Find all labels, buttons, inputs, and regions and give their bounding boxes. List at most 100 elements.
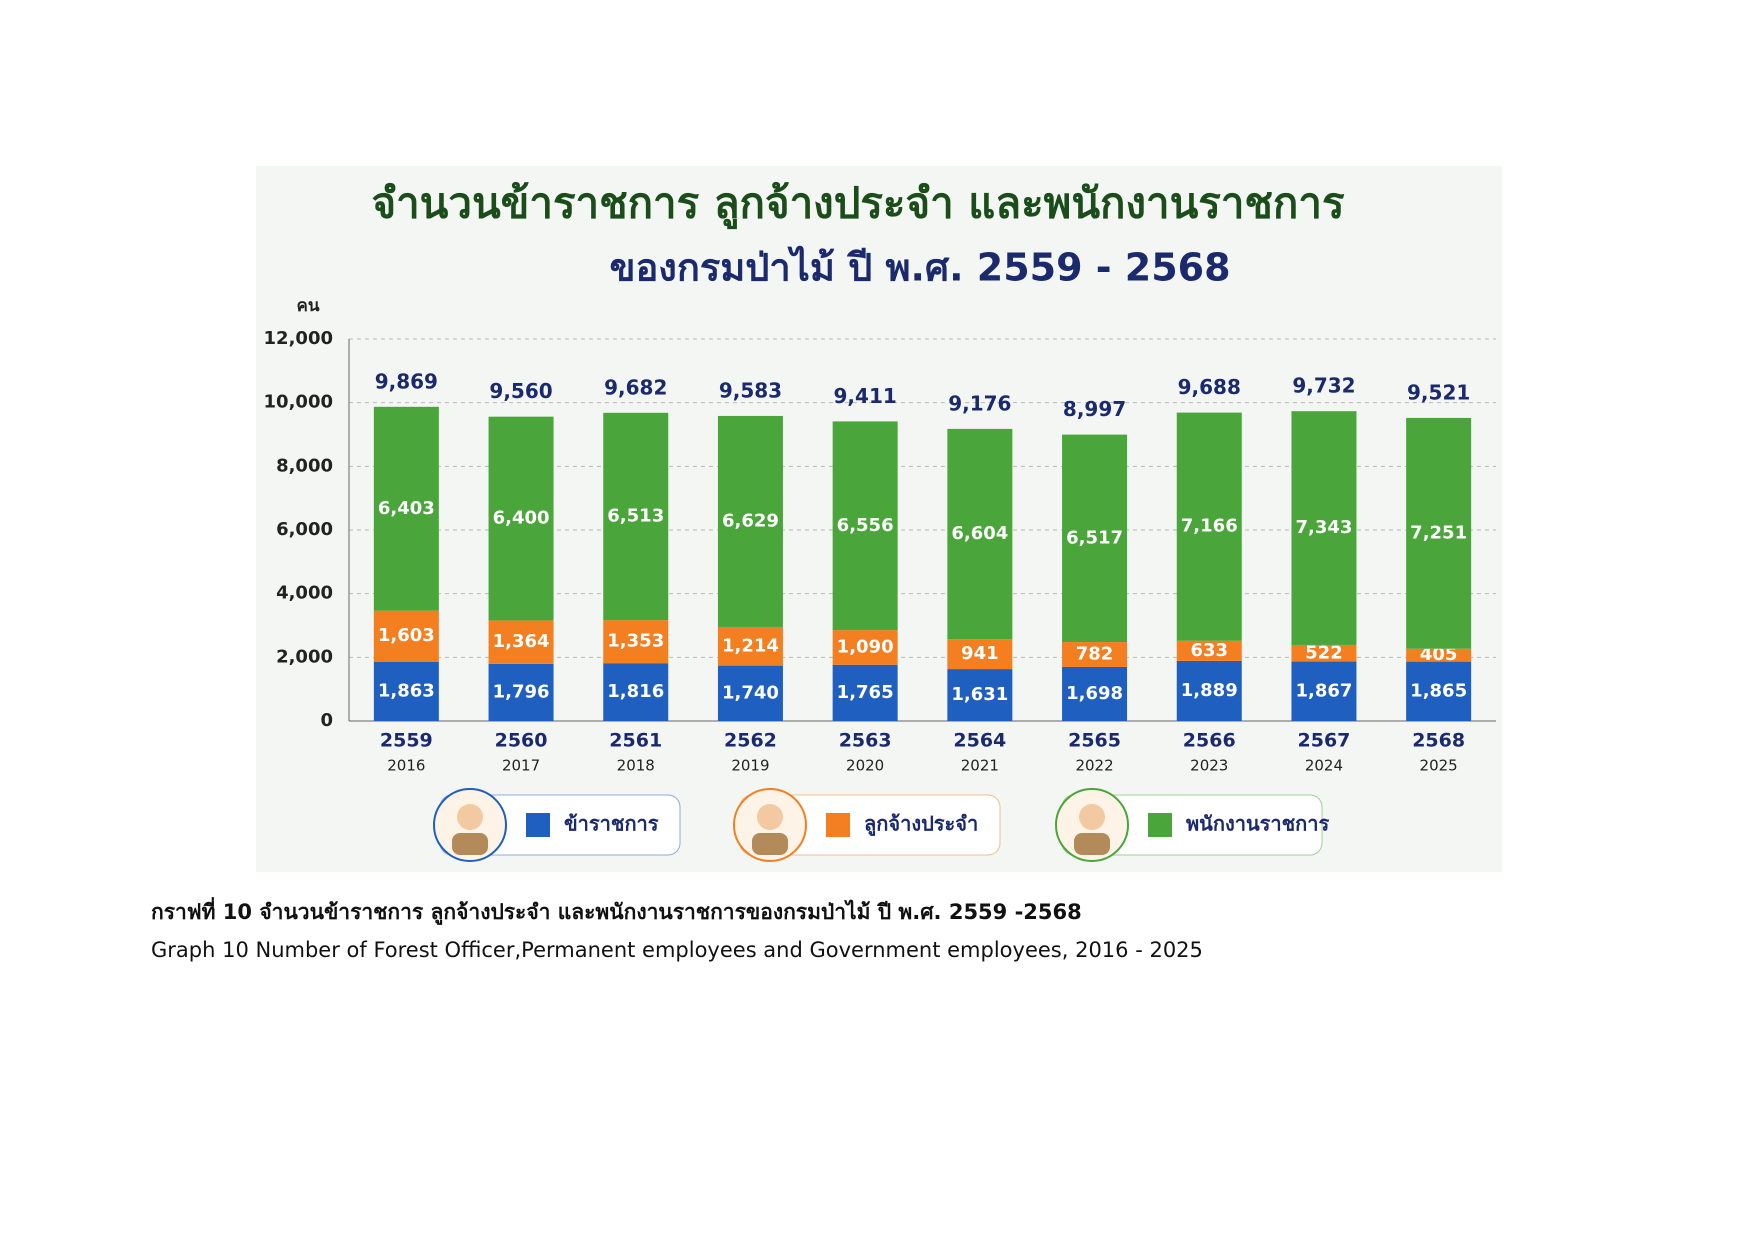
- bar-segment: [1062, 666, 1128, 721]
- avatar-head: [757, 804, 783, 830]
- bar-segment: [1406, 417, 1472, 649]
- bar-segment: [603, 620, 669, 664]
- legend-label: ข้าราชการ: [564, 812, 659, 836]
- y-tick-label: 12,000: [264, 328, 333, 349]
- x-tick-label-ad: 2024: [1305, 757, 1343, 775]
- value-label: 1,631: [951, 684, 1008, 705]
- value-label: 1,816: [607, 681, 664, 702]
- bar-segment: [947, 428, 1013, 640]
- y-tick-label: 8,000: [276, 455, 333, 476]
- value-label: 633: [1190, 640, 1228, 661]
- bar-segment: [373, 661, 439, 721]
- chart-title: จำนวนข้าราชการ ลูกจ้างประจำ และพนักงานรา…: [371, 179, 1344, 230]
- value-label: 6,513: [607, 505, 664, 526]
- caption-english: Graph 10 Number of Forest Officer,Perman…: [151, 938, 1203, 962]
- total-label: 9,176: [948, 391, 1011, 415]
- value-label: 6,517: [1066, 527, 1123, 548]
- chart: จำนวนข้าราชการ ลูกจ้างประจำ และพนักงานรา…: [256, 166, 1502, 872]
- value-label: 1,698: [1066, 683, 1123, 704]
- value-label: 6,629: [722, 510, 779, 531]
- bar-segment: [373, 406, 439, 611]
- avatar-head: [457, 804, 483, 830]
- value-label: 522: [1305, 642, 1343, 663]
- bar-segment: [603, 663, 669, 721]
- x-tick-label-ad: 2020: [846, 757, 884, 775]
- avatar-body: [1074, 833, 1110, 855]
- bar-segment: [947, 639, 1013, 670]
- bar-segment: [1062, 434, 1128, 643]
- bar-segment: [832, 664, 898, 721]
- bar-segment: [1406, 648, 1472, 662]
- x-tick-label: 2563: [839, 730, 892, 752]
- total-label: 9,521: [1407, 380, 1470, 404]
- x-tick-label: 2566: [1183, 730, 1236, 752]
- value-label: 782: [1076, 644, 1114, 665]
- value-label: 1,865: [1410, 680, 1467, 701]
- x-tick-label-ad: 2017: [502, 757, 540, 775]
- value-label: 1,364: [493, 631, 550, 652]
- x-tick-label-ad: 2019: [731, 757, 769, 775]
- value-label: 7,251: [1410, 522, 1467, 543]
- value-label: 6,604: [951, 523, 1008, 544]
- avatar-head: [1079, 804, 1105, 830]
- x-tick-label: 2568: [1412, 730, 1465, 752]
- chart-subtitle: ของกรมป่าไม้ ปี พ.ศ. 2559 - 2568: [609, 246, 1230, 290]
- x-tick-label-ad: 2023: [1190, 757, 1228, 775]
- value-label: 6,556: [837, 515, 894, 536]
- bar-segment: [488, 620, 554, 664]
- value-label: 1,214: [722, 635, 779, 656]
- value-label: 1,796: [493, 681, 550, 702]
- bar-segment: [373, 610, 439, 662]
- x-tick-label: 2561: [609, 730, 662, 752]
- value-label: 1,863: [378, 680, 435, 701]
- bar-segment: [488, 416, 554, 621]
- value-label: 1,740: [722, 682, 779, 703]
- x-tick-label: 2564: [953, 730, 1006, 752]
- bar-segment: [1291, 661, 1357, 721]
- bar-segment: [832, 630, 898, 665]
- y-tick-label: 0: [320, 710, 333, 731]
- legend-swatch: [526, 813, 550, 837]
- value-label: 1,889: [1181, 680, 1238, 701]
- x-tick-label: 2567: [1298, 730, 1351, 752]
- avatar-body: [752, 833, 788, 855]
- x-tick-label-ad: 2018: [617, 757, 655, 775]
- caption-thai: กราฟที่ 10 จำนวนข้าราชการ ลูกจ้างประจำ แ…: [151, 900, 1082, 924]
- bar-segment: [717, 415, 783, 627]
- value-label: 7,343: [1295, 517, 1352, 538]
- x-tick-label: 2565: [1068, 730, 1121, 752]
- value-label: 6,400: [493, 508, 550, 529]
- y-axis-label: คน: [297, 296, 320, 316]
- value-label: 1,867: [1295, 680, 1352, 701]
- total-label: 9,732: [1292, 374, 1355, 398]
- value-label: 1,090: [837, 636, 894, 657]
- bar-segment: [1062, 642, 1128, 667]
- x-tick-label: 2559: [380, 730, 433, 752]
- bar-segment: [488, 663, 554, 721]
- y-tick-label: 6,000: [276, 519, 333, 540]
- value-label: 7,166: [1181, 516, 1238, 537]
- value-label: 941: [961, 643, 999, 664]
- total-label: 9,411: [834, 384, 897, 408]
- value-label: 405: [1420, 644, 1458, 665]
- bar-segment: [1291, 644, 1357, 662]
- bar-segment: [1176, 412, 1242, 641]
- x-tick-label-ad: 2016: [387, 757, 425, 775]
- value-label: 6,403: [378, 498, 435, 519]
- total-label: 9,682: [604, 375, 667, 399]
- x-tick-label: 2562: [724, 730, 777, 752]
- y-tick-label: 10,000: [264, 392, 333, 413]
- legend-label: พนักงานราชการ: [1186, 812, 1330, 836]
- bar-segment: [603, 412, 669, 621]
- y-tick-label: 4,000: [276, 583, 333, 604]
- x-tick-label-ad: 2025: [1420, 757, 1458, 775]
- bar-segment: [717, 665, 783, 721]
- bar-segment: [1176, 660, 1242, 721]
- bar-segment: [1291, 411, 1357, 645]
- bar-segment: [832, 421, 898, 631]
- value-label: 1,765: [837, 682, 894, 703]
- total-label: 9,869: [375, 369, 438, 393]
- total-label: 8,997: [1063, 397, 1126, 421]
- legend-label: ลูกจ้างประจำ: [864, 812, 978, 838]
